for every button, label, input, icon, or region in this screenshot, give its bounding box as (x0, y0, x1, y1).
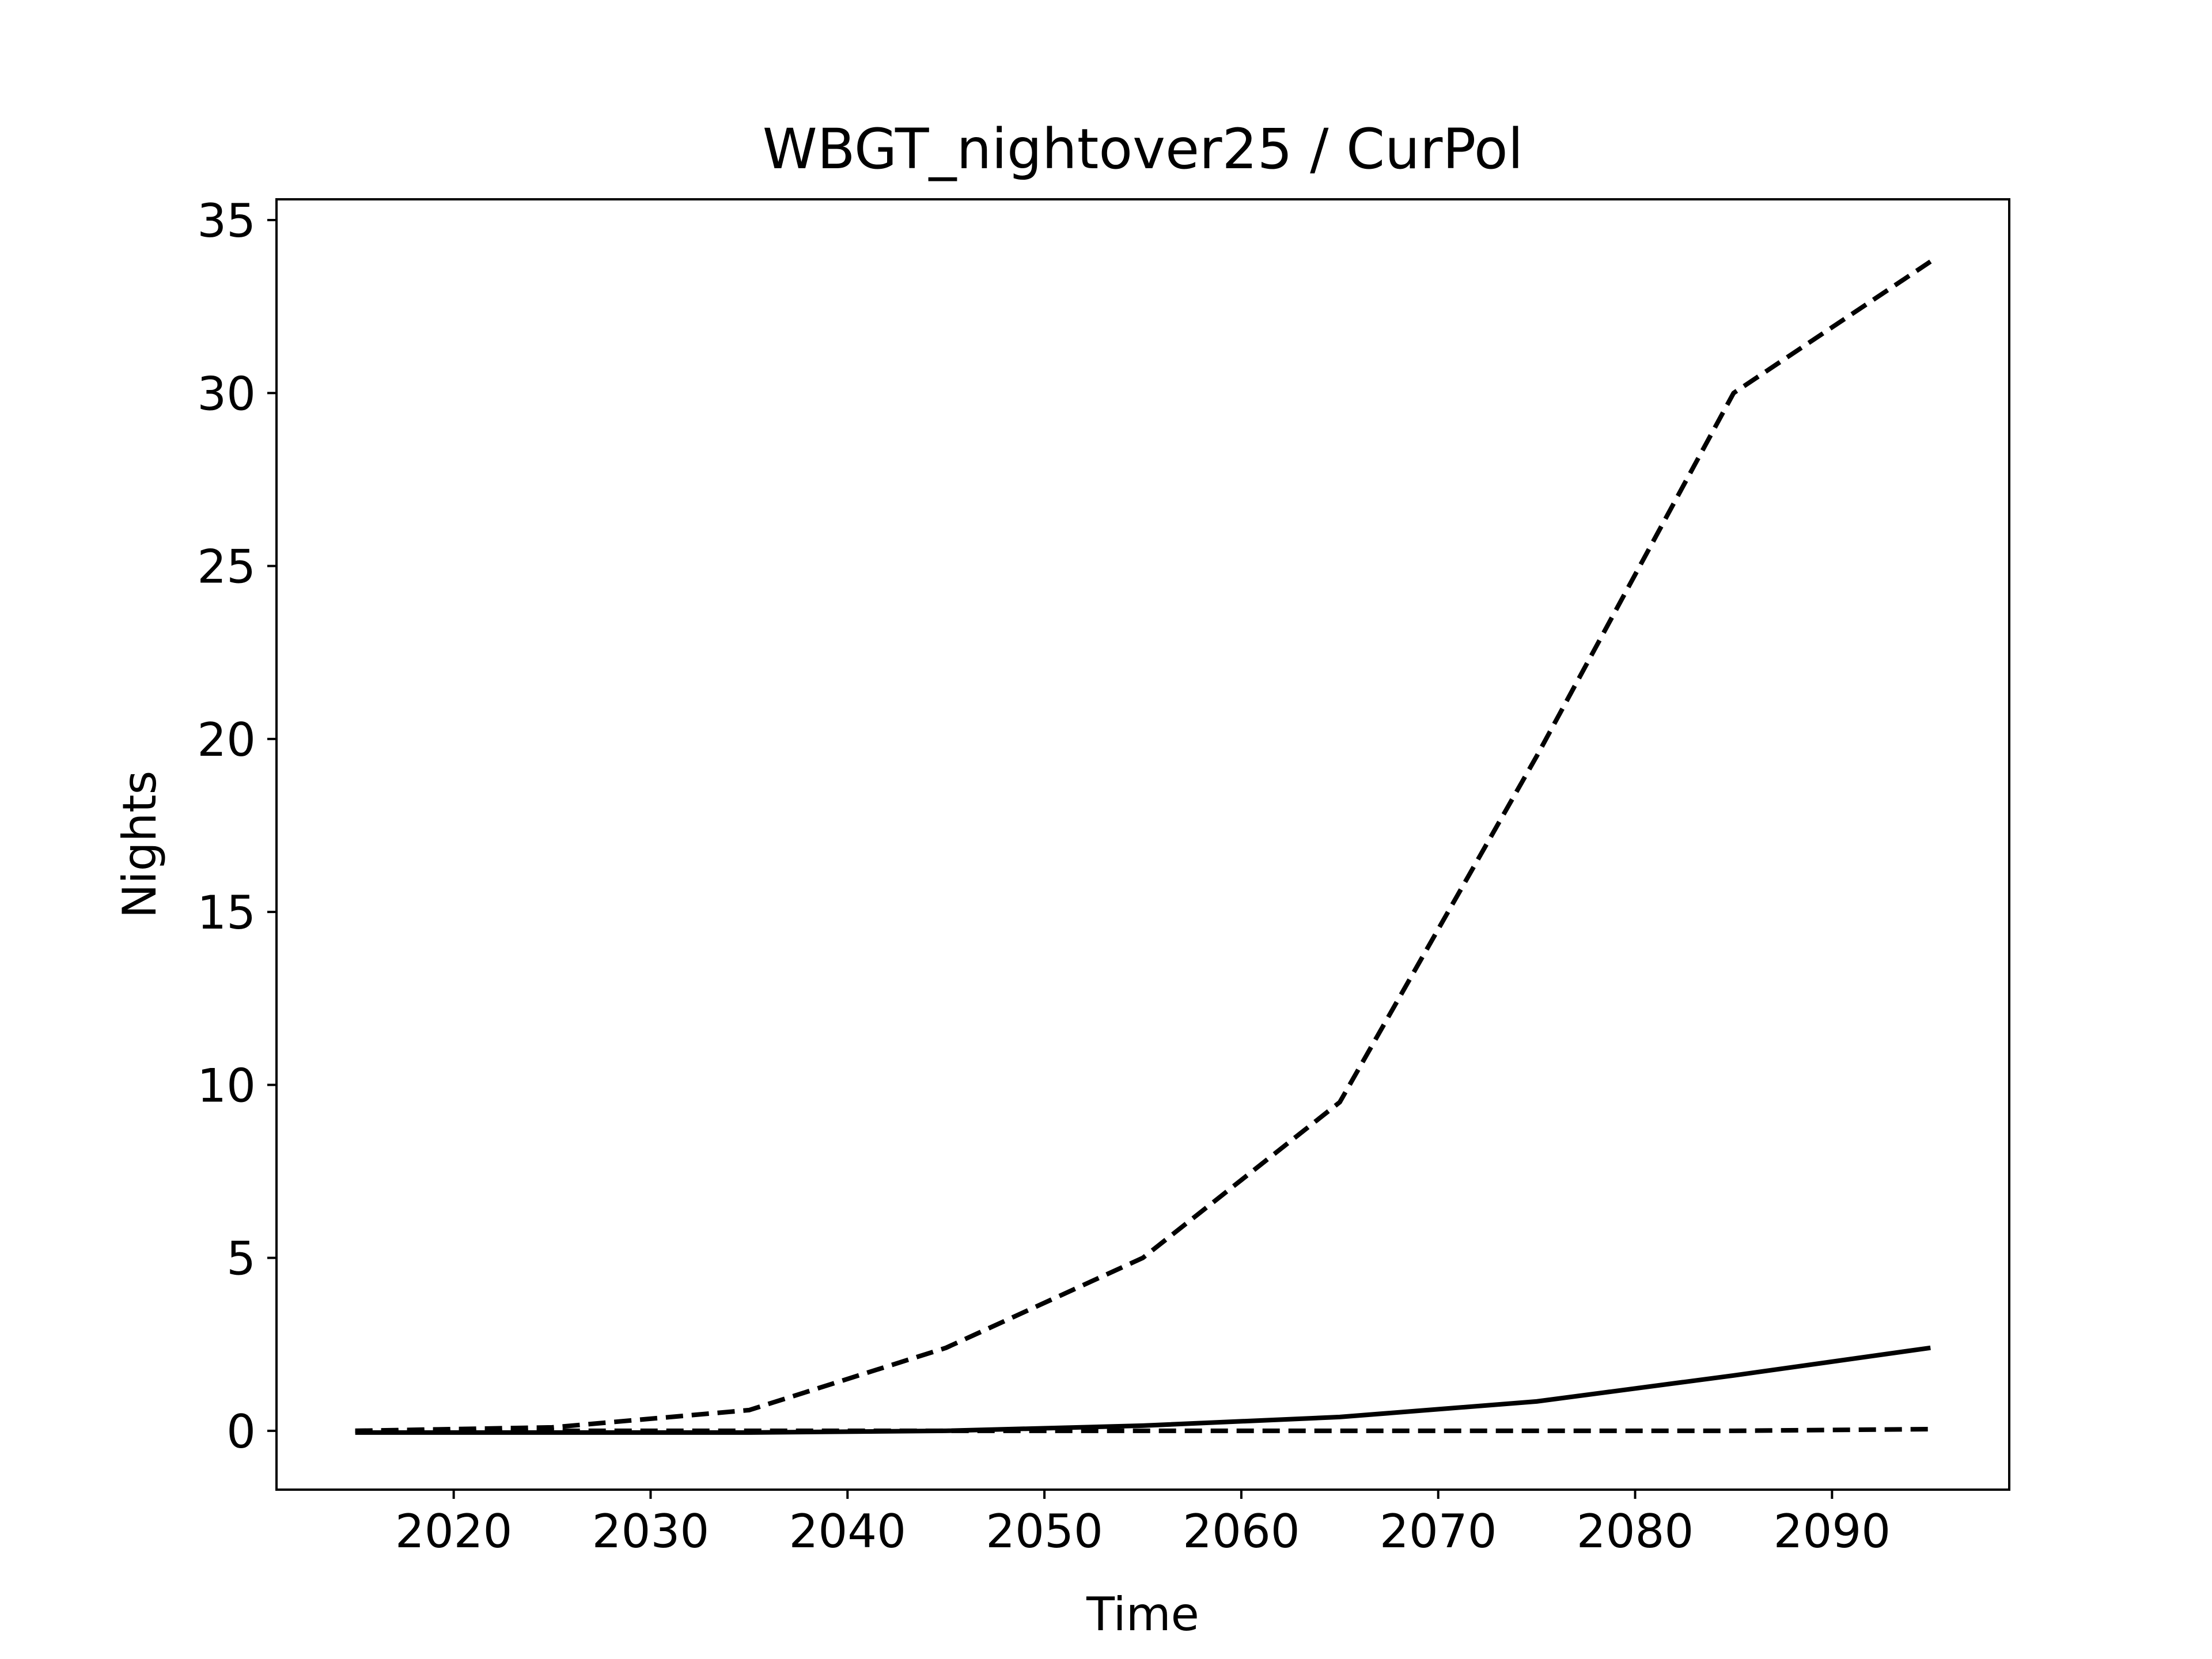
y-tick-label: 35 (197, 194, 256, 248)
x-axis: 2020 2030 2040 2050 2060 2070 2080 2090 (395, 1490, 1891, 1558)
y-tick-label: 25 (197, 540, 256, 594)
x-tick-label: 2070 (1380, 1505, 1497, 1558)
series-line-2 (355, 1345, 1931, 1435)
x-tick-label: 2040 (789, 1505, 906, 1558)
plot-frame (275, 198, 2010, 1491)
x-tick-label: 2050 (986, 1505, 1103, 1558)
y-axis: 0 5 10 15 20 25 30 35 (197, 194, 276, 1459)
x-tick-label: 2020 (395, 1505, 513, 1558)
y-tick-label: 20 (197, 713, 256, 767)
y-axis-label: Nights (113, 771, 166, 919)
x-tick-label: 2080 (1577, 1505, 1694, 1558)
x-axis-label: Time (1086, 1588, 1199, 1641)
y-tick-label: 15 (197, 886, 256, 940)
y-tick-label: 30 (197, 367, 256, 421)
chart-title: WBGT_nightover25 / CurPol (763, 117, 1523, 181)
y-tick-label: 0 (226, 1405, 256, 1459)
x-tick-label: 2030 (592, 1505, 710, 1558)
y-tick-label: 5 (226, 1232, 256, 1286)
series-line-1 (355, 259, 1932, 1433)
plot-lines (355, 259, 1932, 1435)
x-tick-label: 2060 (1183, 1505, 1300, 1558)
y-tick-label: 10 (197, 1059, 256, 1112)
series-line-3 (355, 1426, 1931, 1433)
x-tick-label: 2090 (1774, 1505, 1891, 1558)
